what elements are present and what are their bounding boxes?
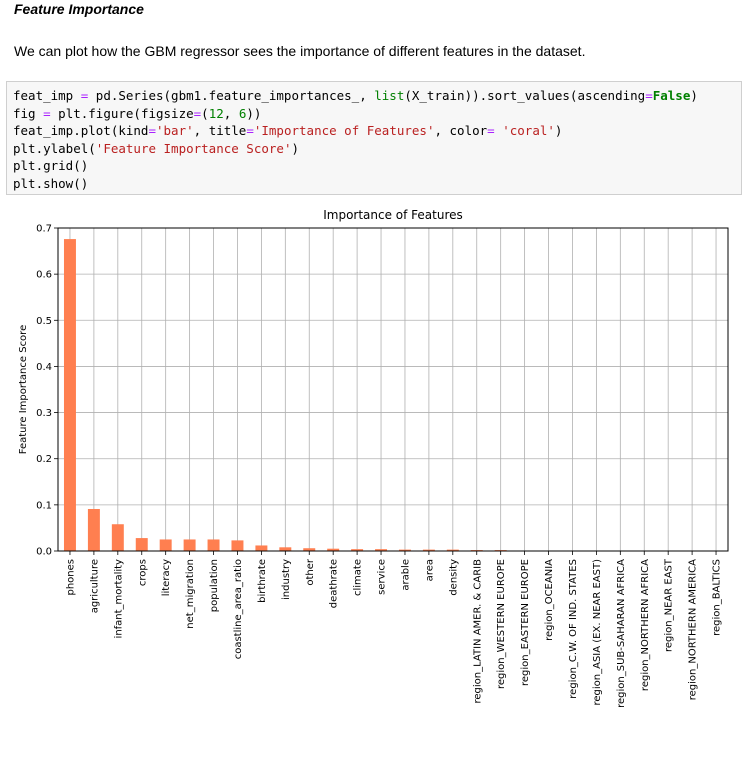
bar-agriculture	[88, 509, 100, 551]
intro-text: We can plot how the GBM regressor sees t…	[14, 43, 585, 59]
code-block: feat_imp = pd.Series(gbm1.feature_import…	[13, 87, 698, 192]
bar-industry	[279, 547, 291, 551]
y-tick-label: 0.2	[36, 454, 52, 465]
x-tick-label: service	[377, 559, 388, 595]
x-tick-label: region_NORTHERN AMERICA	[688, 559, 699, 700]
x-tick-label: region_C.W. OF IND. STATES	[568, 559, 579, 699]
bar-crops	[136, 538, 148, 551]
x-tick-label: arable	[400, 559, 411, 591]
x-tick-label: agriculture	[89, 559, 100, 613]
bar-infant-mortality	[112, 524, 124, 551]
x-tick-label: coastline_area_ratio	[233, 559, 244, 659]
bar-phones	[64, 239, 76, 551]
x-tick-label: phones	[65, 559, 76, 596]
x-tick-label: literacy	[161, 559, 172, 596]
x-tick-label: net_migration	[185, 559, 196, 629]
x-tick-label: density	[448, 559, 459, 596]
code-line-6: plt.show()	[13, 176, 88, 191]
x-tick-label: deathrate	[329, 559, 340, 608]
code-cell[interactable]: feat_imp = pd.Series(gbm1.feature_import…	[6, 81, 742, 195]
x-tick-label: area	[424, 559, 435, 581]
x-tick-label: region_SUB-SAHARAN AFRICA	[616, 559, 627, 708]
bar-net-migration	[184, 539, 196, 551]
x-tick-label: region_OCEANIA	[544, 559, 555, 641]
bar-literacy	[160, 539, 172, 551]
x-tick-label: region_NORTHERN AFRICA	[640, 559, 651, 691]
x-tick-label: crops	[137, 559, 148, 586]
x-tick-label: birthrate	[257, 559, 268, 603]
y-tick-label: 0.6	[36, 270, 52, 281]
feature-importance-chart: Importance of Features 0.0 0.1 0.2 0.3 0.4 0.5…	[0, 200, 743, 768]
bar-coastline-area-ratio	[231, 540, 243, 551]
chart-title: Importance of Features	[323, 208, 463, 222]
bar-birthrate	[255, 545, 267, 551]
x-tick-label: region_ASIA (EX. NEAR EAST)	[592, 559, 603, 706]
code-line-2: fig = plt.figure(figsize=(12, 6))	[13, 106, 261, 121]
y-tick-label: 0.1	[36, 500, 52, 511]
x-tick-label: other	[305, 558, 316, 586]
x-tick-label: industry	[281, 559, 292, 600]
section-heading: Feature Importance	[14, 1, 144, 17]
x-tick-label: region_WESTERN EUROPE	[496, 559, 507, 689]
bar-population	[208, 539, 220, 551]
y-tick-label: 0.5	[36, 316, 52, 327]
y-tick-label: 0.3	[36, 408, 52, 419]
x-tick-label: climate	[353, 559, 364, 596]
x-tick-label: infant_mortality	[113, 559, 124, 639]
code-line-4: plt.ylabel('Feature Importance Score')	[13, 141, 299, 156]
x-tick-label: population	[209, 559, 220, 612]
y-tick-label: 0.4	[36, 362, 52, 373]
code-line-5: plt.grid()	[13, 158, 88, 173]
y-tick-label: 0.0	[36, 547, 52, 558]
x-tick-label: region_NEAR EAST	[664, 558, 675, 652]
code-line-3: feat_imp.plot(kind='bar', title='Importa…	[13, 123, 562, 138]
code-line-1: feat_imp = pd.Series(gbm1.feature_import…	[13, 88, 698, 103]
x-tick-label: region_BALTICS	[712, 559, 723, 636]
y-axis-label: Feature Importance Score	[18, 325, 29, 454]
y-tick-label: 0.7	[36, 224, 52, 235]
plot-frame	[58, 228, 728, 551]
chart-output: Importance of Features 0.0 0.1 0.2 0.3 0.4 0.5…	[0, 200, 743, 768]
x-tick-label: region_LATIN AMER. & CARIB	[472, 559, 483, 704]
x-tick-label: region_EASTERN EUROPE	[520, 559, 531, 686]
